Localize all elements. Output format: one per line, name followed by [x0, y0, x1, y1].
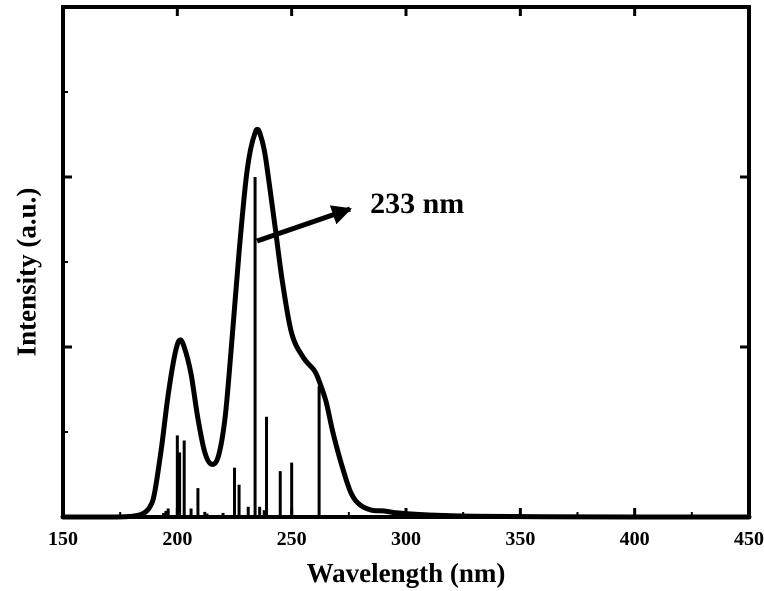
x-axis-label: Wavelength (nm): [307, 558, 506, 588]
plot-frame: [61, 5, 751, 519]
peak-annotation: 233 nm: [370, 187, 464, 220]
x-tick-label: 350: [505, 528, 535, 550]
x-tick-label: 300: [391, 528, 421, 550]
x-tick-label: 450: [734, 528, 764, 550]
x-tick-label: 400: [620, 528, 650, 550]
y-axis-label: Intensity (a.u.): [11, 188, 41, 357]
absorption-curve: [60, 126, 752, 520]
stick-spectrum: [162, 177, 321, 517]
x-tick-label: 200: [162, 528, 192, 550]
x-axis-ticks: 150 200 250 300 350 400 450: [48, 7, 764, 550]
annotation-arrow: [256, 205, 352, 244]
x-tick-label: 250: [277, 528, 307, 550]
x-tick-label: 150: [48, 528, 78, 550]
y-axis-ticks: [63, 5, 749, 519]
